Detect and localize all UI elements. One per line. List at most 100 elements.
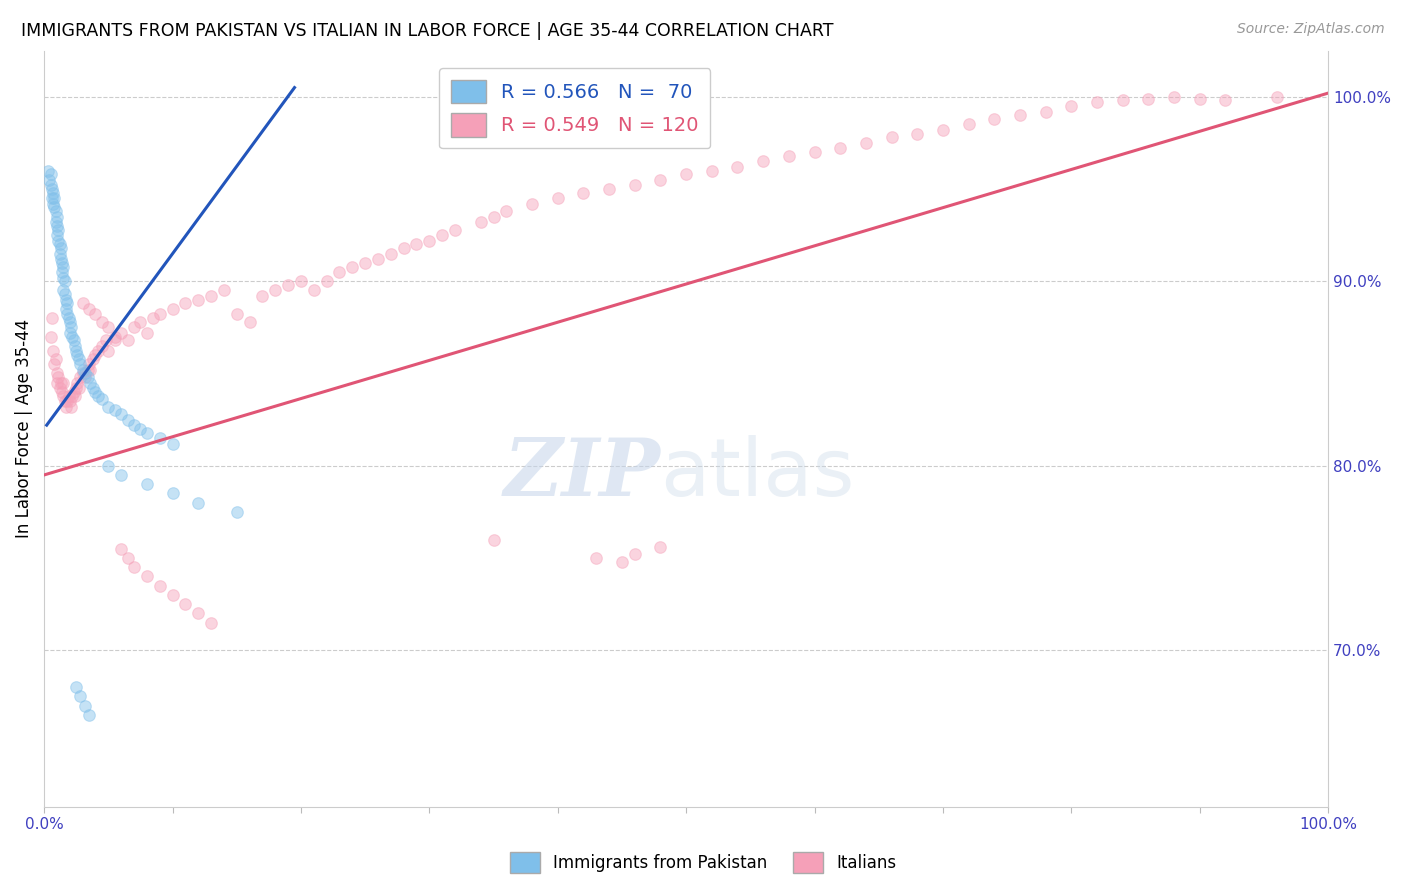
Point (520, 196, 543, 211)
Point (104, 333, 127, 347)
Point (162, 486, 184, 500)
Point (1060, 99, 1083, 113)
Point (59, 394, 82, 409)
Point (75, 367, 97, 381)
Point (97, 458, 120, 473)
Y-axis label: In Labor Force | Age 35-44: In Labor Force | Age 35-44 (15, 319, 32, 539)
Point (572, 186, 595, 200)
Point (56, 308, 79, 322)
Point (55, 400, 77, 414)
Point (55, 301, 77, 316)
Point (122, 418, 145, 433)
Point (84, 384, 107, 399)
Point (110, 407, 132, 421)
Point (53, 394, 76, 409)
Point (45, 351, 67, 366)
Text: Source: ZipAtlas.com: Source: ZipAtlas.com (1237, 22, 1385, 37)
Point (59, 315, 82, 329)
Point (77, 707, 100, 722)
Point (72, 296, 94, 310)
Point (60, 320, 83, 334)
Point (129, 315, 152, 329)
Point (41, 311, 63, 326)
Point (75, 698, 97, 713)
Point (149, 308, 172, 322)
Point (315, 274, 337, 288)
Point (39, 167, 62, 181)
Point (380, 246, 402, 260)
Point (650, 173, 672, 187)
Point (46, 222, 69, 236)
Point (264, 284, 287, 298)
Point (117, 551, 139, 566)
Point (225, 308, 247, 322)
Point (49, 241, 72, 255)
Point (149, 431, 172, 445)
Point (932, 123, 955, 137)
Point (87, 344, 110, 359)
Point (52, 389, 75, 403)
Point (117, 412, 139, 426)
Point (470, 215, 492, 229)
Point (97, 320, 120, 334)
Point (585, 551, 607, 566)
Point (162, 301, 184, 316)
Point (1188, 92, 1211, 106)
Point (1112, 94, 1135, 108)
Point (547, 191, 569, 205)
Point (162, 588, 184, 602)
Point (430, 228, 453, 243)
Point (482, 533, 505, 547)
Point (623, 547, 645, 561)
Point (84, 308, 107, 322)
Point (77, 301, 100, 316)
Point (650, 540, 672, 554)
Point (58, 389, 80, 403)
Point (65, 680, 87, 694)
Point (104, 403, 127, 417)
Point (252, 289, 274, 303)
Point (905, 127, 928, 141)
Point (69, 357, 91, 371)
Point (53, 274, 76, 288)
Point (58, 311, 80, 326)
Point (37, 163, 59, 178)
Point (354, 256, 377, 270)
Point (90, 339, 112, 353)
Point (149, 579, 172, 593)
Point (135, 477, 157, 491)
Point (97, 400, 120, 414)
Point (51, 256, 73, 270)
Point (174, 597, 197, 611)
Text: atlas: atlas (661, 435, 855, 513)
Point (52, 376, 75, 390)
Point (60, 389, 83, 403)
Point (405, 237, 427, 252)
Point (46, 370, 69, 384)
Point (122, 560, 145, 574)
Point (69, 690, 91, 704)
Point (66, 376, 89, 390)
Point (77, 357, 100, 371)
Point (45, 215, 67, 229)
Point (302, 284, 325, 298)
Point (63, 339, 86, 353)
Point (1085, 95, 1108, 110)
Point (39, 178, 62, 193)
Point (76, 370, 98, 384)
Point (46, 210, 69, 224)
Point (48, 246, 70, 260)
Point (983, 112, 1005, 126)
Point (49, 252, 72, 266)
Point (700, 163, 723, 178)
Point (41, 191, 63, 205)
Point (187, 607, 209, 621)
Point (72, 363, 94, 377)
Point (52, 284, 75, 298)
Point (42, 186, 65, 200)
Point (65, 344, 87, 359)
Point (1035, 104, 1057, 119)
Point (94, 333, 117, 347)
Point (52, 260, 75, 274)
Point (830, 141, 852, 155)
